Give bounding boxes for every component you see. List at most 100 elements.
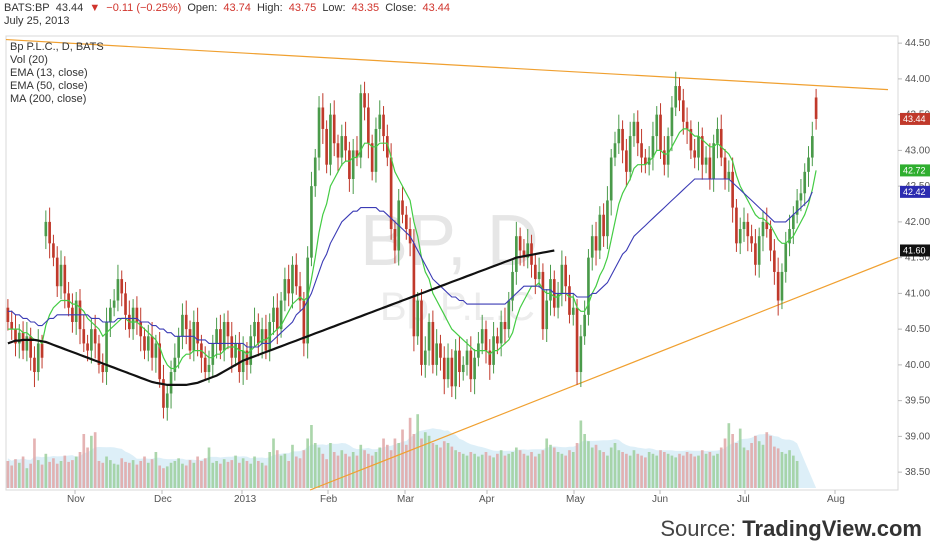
volume-bar [564, 455, 568, 488]
volume-bar [723, 438, 727, 488]
volume-bar [537, 453, 541, 488]
y-tick-label: 42.00 [905, 217, 930, 228]
volume-bar [55, 463, 59, 488]
candle-body [367, 107, 370, 144]
volume-bar [6, 461, 10, 488]
candle-body [465, 350, 469, 365]
candle-body [21, 332, 25, 351]
candle-body [378, 114, 382, 129]
volume-bar [59, 461, 63, 488]
y-tick-label: 44.50 [905, 38, 930, 49]
candle-body [29, 336, 32, 358]
candle-body [439, 343, 442, 358]
volume-bar [636, 453, 640, 488]
volume-bar [659, 450, 662, 488]
volume-bar [109, 460, 112, 488]
volume-bar [226, 461, 230, 488]
candle-body [526, 243, 530, 258]
candle-body [556, 293, 560, 308]
close-label: Close: [385, 2, 417, 14]
candle-body [162, 379, 165, 408]
candle-body [44, 221, 48, 237]
candle-body [359, 93, 363, 158]
candle-body [420, 300, 423, 365]
volume-bar [241, 458, 245, 488]
volume-bar [162, 468, 165, 488]
volume-bar [712, 455, 715, 488]
candle-body [336, 143, 340, 158]
volume-bar [135, 464, 139, 488]
candle-body [697, 136, 700, 158]
volume-bar [131, 460, 135, 488]
candle-body [17, 332, 21, 344]
volume-bar [146, 462, 150, 488]
volume-bar [446, 443, 450, 488]
volume-bar [14, 459, 17, 488]
candle-body [659, 114, 662, 151]
volume-bar [298, 458, 302, 488]
volume-bar [423, 432, 427, 488]
volume-bar [116, 464, 120, 488]
volume-bar [621, 452, 624, 488]
volume-bar [93, 432, 97, 488]
volume-bar [184, 465, 188, 488]
candle-body [10, 321, 14, 330]
volume-bar [397, 443, 401, 488]
volume-bar [203, 458, 207, 488]
candle-body [435, 343, 438, 365]
candle-body [496, 336, 499, 344]
chart-header: BATS:BP 43.44 ▼ −0.11 (−0.25%) Open: 43.… [4, 2, 453, 28]
y-tick-label: 41.50 [905, 253, 930, 264]
candle-body [283, 279, 287, 301]
candle-body [681, 100, 685, 122]
volume-bar [776, 448, 780, 488]
candle-body [609, 157, 613, 201]
volume-bar [389, 450, 393, 488]
x-tick-label: Jun [652, 494, 668, 505]
candle-body [181, 314, 184, 337]
volume-bar [738, 428, 742, 488]
volume-bar [127, 462, 131, 488]
candle-body [404, 214, 408, 230]
candle-body [644, 157, 647, 165]
volume-bar [640, 455, 643, 488]
candle-body [625, 150, 628, 172]
candle-body [674, 86, 678, 108]
candle-body [617, 128, 621, 144]
upper-trendline [5, 38, 889, 91]
ma200-line [7, 249, 555, 386]
candle-body [689, 128, 693, 151]
candle-body [708, 157, 712, 179]
candle-body [33, 357, 36, 373]
candle-body [313, 157, 317, 187]
candle-body [393, 229, 397, 251]
candle-body [575, 307, 579, 373]
volume-bar [268, 452, 272, 488]
candle-body [139, 321, 143, 337]
candle-body [761, 221, 765, 237]
low-label: Low: [322, 2, 346, 14]
last-price: 43.44 [55, 2, 84, 14]
volume-bar [74, 456, 78, 488]
volume-bar [348, 456, 351, 488]
volume-bar [340, 450, 344, 488]
volume-bar [181, 463, 184, 488]
volume-bar [29, 463, 32, 488]
volume-bar [788, 450, 791, 488]
candle-body [382, 114, 385, 137]
candle-body [370, 143, 374, 172]
volume-bar [329, 443, 332, 488]
volume-bar [716, 453, 719, 488]
price-badge-label: 42.42 [903, 187, 926, 197]
volume-bar [594, 444, 598, 488]
volume-bar [101, 462, 105, 488]
volume-bar [499, 450, 503, 488]
price-badge-label: 43.44 [903, 114, 926, 124]
candle-body [579, 336, 583, 373]
x-tick-label: Jul [737, 494, 750, 505]
volume-bar [408, 417, 412, 488]
volume-bar [10, 465, 14, 488]
volume-bar [606, 455, 609, 488]
volume-bar [272, 438, 275, 488]
